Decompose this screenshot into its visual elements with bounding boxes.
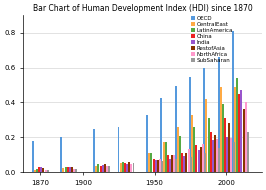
Bar bbox=[205, 99, 207, 172]
Bar bbox=[196, 145, 197, 172]
Bar bbox=[100, 165, 102, 172]
Bar bbox=[181, 153, 183, 172]
Bar bbox=[34, 170, 36, 172]
Bar bbox=[43, 168, 44, 172]
Bar bbox=[106, 165, 108, 172]
Bar bbox=[188, 149, 190, 172]
Bar bbox=[243, 109, 245, 172]
Bar bbox=[45, 170, 47, 172]
Bar bbox=[118, 127, 119, 172]
Bar bbox=[198, 150, 200, 172]
Bar bbox=[63, 168, 64, 172]
Bar bbox=[75, 169, 77, 172]
Bar bbox=[222, 104, 224, 172]
Bar bbox=[175, 86, 177, 172]
Bar bbox=[95, 166, 97, 172]
Bar bbox=[247, 132, 249, 172]
Bar bbox=[179, 136, 181, 172]
Bar bbox=[218, 148, 220, 172]
Bar bbox=[36, 169, 38, 172]
Bar bbox=[146, 115, 148, 172]
Bar bbox=[98, 164, 99, 172]
Bar bbox=[150, 153, 152, 172]
Bar bbox=[167, 155, 169, 172]
Bar bbox=[148, 153, 150, 172]
Bar bbox=[71, 167, 73, 172]
Bar bbox=[108, 166, 110, 172]
Bar bbox=[38, 167, 40, 172]
Bar bbox=[124, 163, 126, 172]
Bar bbox=[60, 137, 62, 172]
Bar bbox=[240, 90, 242, 172]
Bar bbox=[236, 78, 238, 172]
Bar bbox=[173, 155, 175, 172]
Bar bbox=[232, 31, 234, 172]
Bar bbox=[245, 102, 247, 172]
Bar bbox=[165, 142, 167, 172]
Bar bbox=[207, 118, 210, 172]
Bar bbox=[226, 137, 228, 172]
Bar bbox=[238, 94, 240, 172]
Bar bbox=[177, 127, 179, 172]
Title: Bar Chart of Human Development Index (HDI) since 1870: Bar Chart of Human Development Index (HD… bbox=[32, 4, 252, 13]
Bar bbox=[169, 159, 171, 172]
Bar bbox=[161, 161, 163, 172]
Bar bbox=[171, 155, 173, 172]
Bar bbox=[203, 68, 205, 172]
Bar bbox=[67, 167, 69, 172]
Bar bbox=[122, 162, 124, 172]
Bar bbox=[159, 159, 161, 172]
Bar bbox=[155, 160, 157, 172]
Bar bbox=[234, 87, 236, 172]
Bar bbox=[230, 138, 232, 172]
Bar bbox=[193, 127, 195, 172]
Bar bbox=[228, 123, 230, 172]
Bar bbox=[93, 129, 95, 172]
Bar bbox=[216, 139, 218, 172]
Bar bbox=[132, 163, 135, 172]
Bar bbox=[130, 164, 132, 172]
Bar bbox=[163, 142, 164, 172]
Bar bbox=[120, 163, 122, 172]
Bar bbox=[200, 147, 202, 172]
Bar bbox=[160, 98, 162, 172]
Bar bbox=[190, 157, 192, 172]
Bar bbox=[69, 167, 71, 172]
Bar bbox=[183, 156, 185, 172]
Bar bbox=[65, 167, 66, 172]
Bar bbox=[224, 118, 226, 172]
Bar bbox=[220, 87, 222, 172]
Bar bbox=[218, 57, 219, 172]
Bar bbox=[202, 144, 204, 172]
Bar bbox=[210, 132, 212, 172]
Bar bbox=[175, 159, 177, 172]
Bar bbox=[73, 169, 75, 172]
Bar bbox=[214, 135, 216, 172]
Bar bbox=[32, 141, 34, 172]
Bar bbox=[189, 77, 191, 172]
Bar bbox=[152, 159, 155, 172]
Bar bbox=[185, 153, 188, 172]
Legend: OECD, CentralEast, LatinAmerica, China, India, RestofAsia, NorthAfrica, SubSahar: OECD, CentralEast, LatinAmerica, China, … bbox=[191, 15, 234, 64]
Bar bbox=[191, 115, 193, 172]
Bar bbox=[104, 164, 106, 172]
Bar bbox=[204, 153, 206, 172]
Bar bbox=[232, 142, 235, 172]
Bar bbox=[157, 160, 159, 172]
Bar bbox=[126, 164, 128, 172]
Bar bbox=[128, 162, 130, 172]
Bar bbox=[40, 167, 42, 172]
Bar bbox=[47, 170, 49, 172]
Bar bbox=[102, 165, 104, 172]
Bar bbox=[212, 140, 214, 172]
